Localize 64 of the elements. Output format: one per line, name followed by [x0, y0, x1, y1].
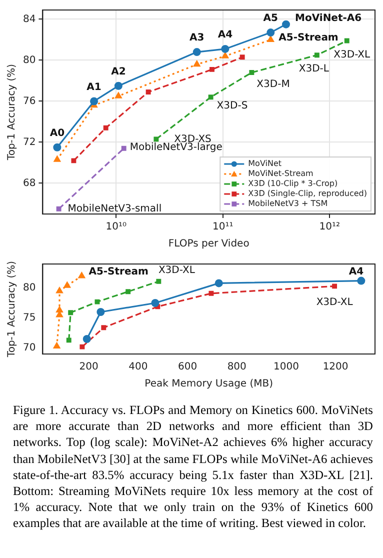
point — [66, 338, 72, 343]
legend-label: X3D (Single-Clip, reproduced) — [248, 189, 367, 198]
x-tick-label: 800 — [227, 362, 246, 373]
point — [52, 342, 61, 348]
annotation: A5-Stream — [278, 32, 338, 44]
annotation: A2 — [111, 66, 126, 78]
point — [208, 290, 214, 296]
point — [82, 335, 91, 343]
point — [151, 299, 160, 307]
annotation: X3D-XL — [158, 264, 196, 276]
legend-label: X3D (10-Clip * 3-Crop) — [248, 179, 338, 188]
annotation: A1 — [86, 82, 102, 93]
annotation: X3D-M — [256, 79, 290, 90]
y-tick-label: 84 — [22, 14, 36, 25]
y-axis-title: Top-1 Accuracy (%) — [6, 260, 18, 358]
annotation: X3D-XL — [316, 296, 354, 308]
x-axis-title: Peak Memory Usage (MB) — [144, 378, 274, 390]
x-tick-label: 10¹¹ — [212, 222, 234, 233]
y-tick-label: 80 — [22, 54, 36, 66]
point — [56, 286, 64, 294]
annotation: A5-Stream — [88, 266, 148, 278]
point — [357, 276, 366, 285]
point — [96, 308, 105, 316]
legend-label: MoViNet — [248, 159, 282, 168]
point — [156, 278, 162, 284]
y-tick-label: 76 — [22, 96, 36, 107]
point — [332, 284, 338, 289]
y-tick-label: 70 — [22, 342, 36, 354]
y-tick-label: 72 — [22, 136, 36, 148]
annotation: X3D-L — [298, 64, 330, 75]
annotation: A4 — [218, 30, 233, 41]
annotation: MoViNet-A6 — [295, 12, 362, 24]
x-tick-label: 10¹² — [319, 222, 340, 233]
point — [126, 289, 131, 294]
point — [94, 299, 100, 304]
legend-label: MoViNet-Stream — [248, 169, 314, 178]
point — [63, 281, 72, 288]
point — [214, 279, 223, 288]
point — [56, 306, 64, 312]
annotation: X3D-S — [216, 100, 248, 112]
annotation: MobileNetV3-small — [68, 203, 162, 214]
x-tick-label: 200 — [79, 362, 98, 373]
x-tick-label: 1000 — [273, 362, 299, 373]
annotation: MobileNetV3-large — [130, 142, 222, 153]
caption: Figure 1. Accuracy vs. FLOPs and Memory on Kinetics 600. MoViNets are more accurate than 2D networks and more efficient than 3D networks. Top (log scale): MoViNet-A2 achieves 6% higher accuracy than MobileNetV3 [30] at the same FLOPs while MoViNet-A6 achieves state-of-the-art 83.5% accuracy being 5.1x faster than X3D-XL [21]. Bottom: Streaming MoViNets require 10x less memory at the cost of 1% accuracy. Note that we only train on the 93% of Kinetics 600 examples that are available at the time of writing. Best viewed in color. — [12, 402, 374, 532]
y-tick-label: 75 — [22, 312, 36, 324]
y-tick-label: 80 — [22, 282, 36, 294]
point — [68, 310, 74, 316]
point — [80, 344, 85, 350]
x-tick-label: 400 — [128, 362, 148, 373]
point — [101, 325, 106, 330]
x-tick-label: 600 — [178, 362, 198, 373]
x-axis-title: FLOPs per Video — [168, 238, 250, 250]
annotation: A5 — [263, 13, 278, 24]
legend-label: MobileNetV3 + TSM — [248, 199, 328, 208]
annotation: A3 — [190, 32, 204, 44]
x-tick-label: 1200 — [322, 362, 348, 373]
y-axis-title: Top-1 Accuracy (%) — [6, 64, 18, 162]
annotation: X3D-XL — [334, 49, 371, 60]
annotation: A0 — [50, 128, 65, 139]
y-tick-label: 68 — [22, 178, 36, 189]
annotation: A4 — [348, 266, 364, 278]
x-tick-label: 10¹⁰ — [106, 222, 127, 233]
point — [78, 272, 86, 278]
